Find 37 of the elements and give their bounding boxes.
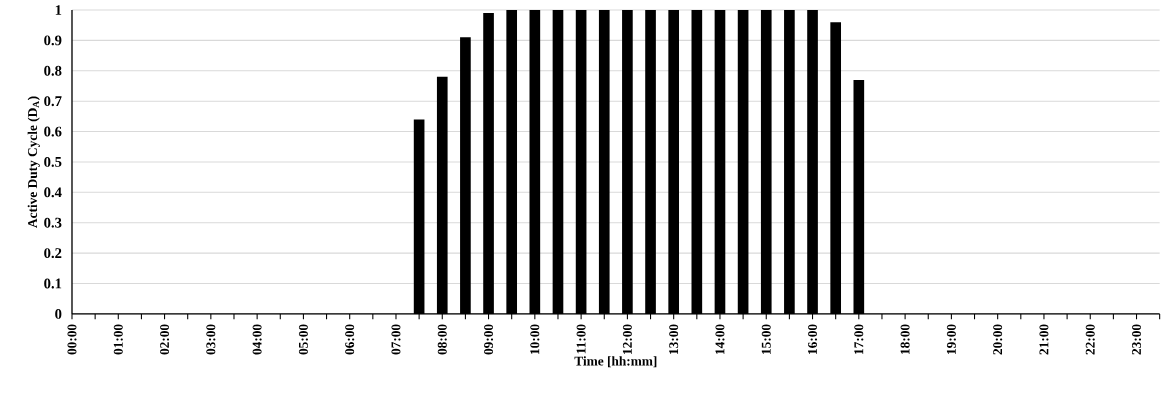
x-tick-label: 13:00 [669,324,679,355]
y-tick-label: 0.1 [44,278,62,289]
x-tick-label: 19:00 [946,324,956,355]
x-tick-label: 09:00 [484,324,494,355]
x-tick-label: 18:00 [900,324,910,355]
y-tick-label: 0.4 [44,187,62,198]
x-tick-label: 12:00 [622,324,632,355]
x-tick-label: 15:00 [761,324,771,355]
y-tick-label: 0.7 [44,96,62,107]
x-tick-label: 16:00 [808,324,818,355]
x-tick-label: 08:00 [437,324,447,355]
x-tick-label: 06:00 [345,324,355,355]
x-tick-label: 03:00 [206,324,216,355]
y-tick-label: 0.6 [44,126,62,137]
y-axis-title: Active Duty Cycle (D$_{A}$) [27,96,40,228]
x-tick-label: 21:00 [1039,324,1049,355]
x-tick-label: 00:00 [67,324,77,355]
y-tick-label: 0.5 [44,157,62,167]
x-tick-label: 10:00 [530,324,540,355]
x-tick-label: 20:00 [993,324,1003,355]
x-tick-label: 05:00 [298,324,308,355]
x-tick-label: 07:00 [391,324,401,355]
x-tick-label: 01:00 [113,324,123,355]
x-tick-label: 11:00 [576,324,586,354]
x-tick-label: 14:00 [715,324,725,355]
y-tick-label: 0.2 [44,248,62,259]
y-tick-label: 0.8 [44,65,62,76]
y-tick-label: 1 [55,5,62,15]
y-tick-label: 0.9 [44,35,62,46]
x-tick-label: 17:00 [854,324,864,355]
x-tick-label: 23:00 [1132,324,1142,355]
x-axis-title: Time [hh:mm] [574,356,657,368]
x-tick-label: 02:00 [160,324,170,355]
x-tick-label: 04:00 [252,324,262,355]
y-tick-label: 0.3 [44,217,62,228]
x-tick-label: 22:00 [1085,324,1095,355]
y-tick-label: 0 [55,309,62,319]
